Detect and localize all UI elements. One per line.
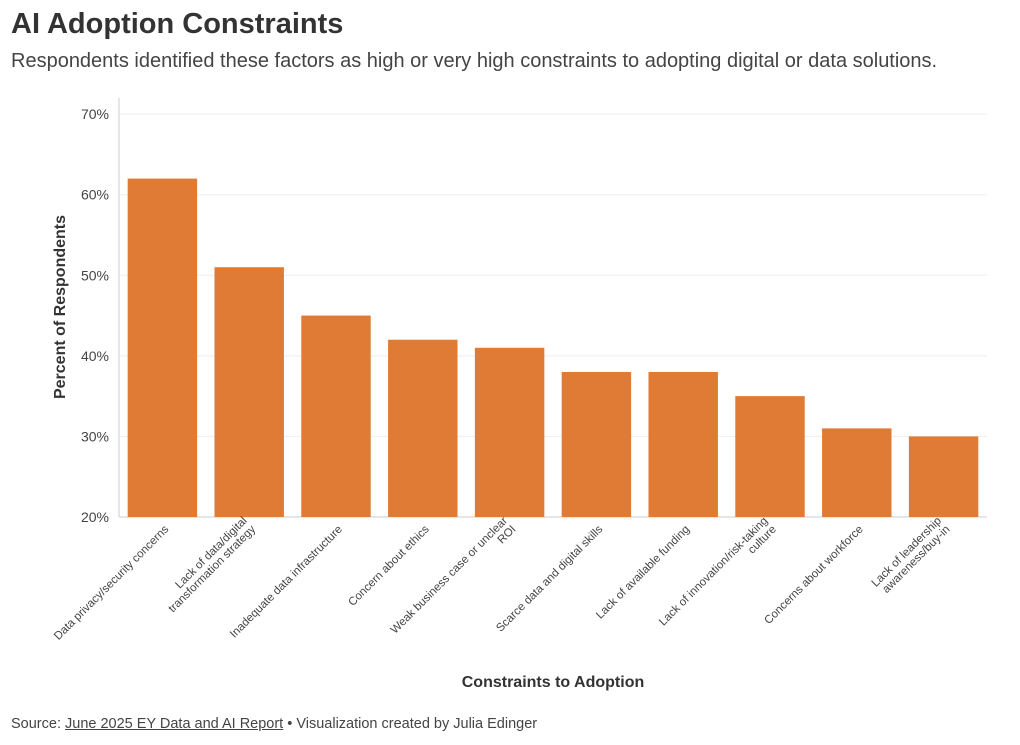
bar: [735, 396, 805, 517]
x-tick-label: Lack of leadership: [870, 515, 944, 589]
source-link[interactable]: June 2025 EY Data and AI Report: [65, 716, 284, 732]
source-prefix: Source:: [11, 716, 61, 732]
x-tick-label: Scarce data and digital skills: [494, 523, 605, 634]
source-line: Source: June 2025 EY Data and AI Report …: [11, 716, 537, 732]
x-tick-label: transformation strategy: [167, 523, 259, 615]
x-tick-label-group: Concern about ethics: [346, 523, 432, 609]
bar: [474, 347, 545, 517]
x-tick-label: Weak business case or unclear: [389, 515, 510, 636]
chart-subtitle: Respondents identified these factors as …: [11, 50, 938, 72]
bar: [648, 371, 718, 517]
bar: [561, 371, 632, 517]
x-tick-label: Lack of data/digital: [173, 515, 249, 591]
x-tick-label-group: Scarce data and digital skills: [494, 523, 605, 634]
y-tick-label: 30%: [81, 428, 109, 444]
x-axis-label: Constraints to Adoption: [462, 674, 645, 691]
bar-chart: 20% 30% 40% 50% 60% 70% Data privacy/security…: [52, 98, 987, 691]
x-tick-label: Data privacy/security concerns: [52, 523, 171, 642]
bar: [822, 428, 892, 517]
x-tick-label: Concerns about workforce: [762, 523, 865, 626]
y-tick-label: 50%: [81, 267, 109, 283]
bar: [301, 315, 371, 517]
y-axis-label: Percent of Respondents: [52, 215, 69, 399]
x-tick-label: Concern about ethics: [346, 523, 432, 609]
x-tick-label-group: Data privacy/security concerns: [52, 523, 171, 642]
bar: [127, 178, 198, 518]
chart-title: AI Adoption Constraints: [11, 8, 344, 40]
x-tick-labels: Data privacy/security concerns Lack of da…: [52, 515, 953, 643]
bar: [214, 267, 284, 517]
bar: [388, 339, 458, 517]
source-suffix: • Visualization created by Julia Edinger: [287, 716, 538, 732]
bars: [127, 178, 979, 518]
y-tick-label: 70%: [81, 106, 109, 122]
y-tick-label: 60%: [81, 187, 109, 203]
y-tick-label: 40%: [81, 348, 109, 364]
y-tick-label: 20%: [81, 509, 109, 525]
x-tick-label-group: Concerns about workforce: [762, 523, 865, 626]
bar: [908, 436, 979, 517]
y-tick-labels: 20% 30% 40% 50% 60% 70%: [81, 106, 109, 525]
